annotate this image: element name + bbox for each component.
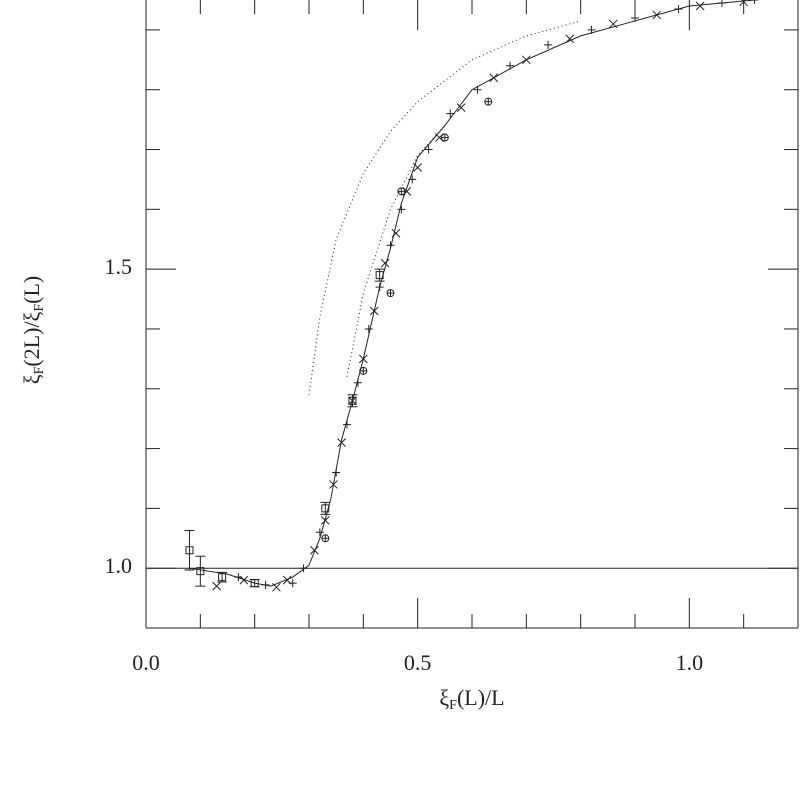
data-point: [359, 366, 368, 375]
data-point: [717, 0, 726, 7]
x-axis-label: ξF(L)/L: [439, 685, 504, 713]
data-point: [348, 396, 357, 405]
data-point: [239, 575, 249, 585]
data-point: [337, 438, 346, 447]
error-bar: [184, 530, 195, 571]
x-tick-label: 1.0: [676, 650, 704, 675]
data-point: [652, 10, 662, 20]
data-point: [695, 1, 705, 11]
data-point: [329, 480, 338, 489]
data-point: [369, 306, 379, 316]
data-point: [272, 582, 281, 592]
error-bar: [374, 268, 385, 282]
data-point: [261, 580, 270, 589]
data-point: [565, 34, 575, 44]
data-point: [282, 575, 292, 585]
data-point: [375, 271, 384, 280]
data-point: [358, 354, 368, 364]
error-bar: [320, 501, 331, 515]
data-point: [424, 145, 433, 154]
data-point: [375, 283, 384, 292]
label-part: (L)/L: [457, 685, 505, 710]
label-part: (L): [19, 276, 44, 304]
data-point: [380, 258, 390, 268]
curve: [308, 20, 581, 395]
error-bar: [347, 394, 358, 408]
data-point: [397, 187, 406, 196]
label-sub: F: [32, 366, 47, 374]
data-point: [315, 528, 324, 537]
label-part: ξ: [439, 685, 449, 710]
label-sub: F: [449, 698, 457, 713]
label-part: ξ: [19, 374, 44, 384]
data-point: [185, 546, 194, 555]
y-tick-label: 1.0: [105, 553, 133, 578]
data-point: [506, 61, 515, 70]
data-point: [212, 581, 221, 591]
data-point: [544, 40, 553, 49]
data-point: [386, 289, 395, 298]
y-tick-label: 1.5: [105, 254, 133, 279]
x-tick-label: 0.0: [132, 650, 160, 675]
label-sub: F: [32, 304, 47, 312]
data-point: [332, 468, 341, 477]
y-axis-label: ξF(2L)/ξF(L): [19, 276, 47, 385]
data-point: [587, 25, 596, 34]
data-point: [456, 103, 466, 113]
data-point: [489, 73, 499, 83]
data-point: [440, 133, 449, 142]
data-point: [739, 0, 749, 7]
data-point: [631, 13, 639, 22]
error-bar: [195, 555, 206, 587]
data-point: [391, 228, 401, 238]
data-point: [218, 573, 227, 582]
data-point: [484, 97, 493, 106]
data-point: [320, 515, 330, 525]
data-point: [608, 19, 618, 29]
label-part: (2L)/ξ: [19, 311, 44, 366]
data-point: [413, 163, 423, 172]
data-point: [299, 564, 308, 573]
data-point: [408, 175, 417, 184]
data-point: [353, 378, 362, 387]
data-point: [521, 55, 531, 65]
error-bar: [217, 571, 228, 583]
data-point: [674, 4, 683, 13]
data-point: [321, 504, 330, 513]
data-point: [473, 85, 482, 94]
data-point: [310, 545, 319, 555]
data-point: [446, 109, 455, 118]
data-point: [321, 534, 330, 543]
x-tick-label: 0.5: [404, 650, 432, 675]
data-point: [343, 420, 352, 429]
data-point: [750, 0, 759, 4]
data-point: [397, 205, 406, 214]
curve: [346, 125, 446, 377]
error-bar: [249, 579, 260, 588]
data-point: [364, 324, 373, 333]
data-point: [196, 567, 205, 576]
data-point: [386, 241, 395, 250]
curve: [189, 0, 755, 587]
